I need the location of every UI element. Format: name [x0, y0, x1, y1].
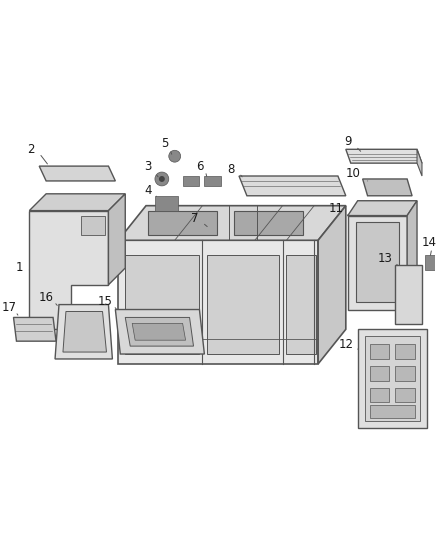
Polygon shape	[125, 255, 199, 354]
Polygon shape	[81, 215, 106, 236]
Text: 8: 8	[227, 163, 235, 175]
Polygon shape	[395, 366, 415, 381]
Polygon shape	[364, 336, 420, 421]
Text: 2: 2	[28, 143, 35, 156]
Polygon shape	[370, 344, 389, 359]
Text: 16: 16	[39, 291, 53, 304]
Text: 17: 17	[2, 301, 17, 314]
Polygon shape	[417, 149, 422, 176]
Text: 1: 1	[16, 262, 23, 274]
Circle shape	[169, 150, 180, 162]
Polygon shape	[358, 329, 427, 428]
Polygon shape	[118, 240, 318, 364]
Polygon shape	[348, 201, 417, 215]
Polygon shape	[118, 206, 346, 240]
Polygon shape	[407, 201, 417, 310]
Text: 4: 4	[144, 184, 152, 197]
Polygon shape	[63, 311, 106, 352]
Polygon shape	[14, 318, 56, 341]
Text: 5: 5	[161, 137, 169, 150]
Polygon shape	[39, 166, 115, 181]
Polygon shape	[239, 176, 346, 196]
Polygon shape	[109, 194, 125, 285]
Polygon shape	[370, 406, 415, 418]
Text: 13: 13	[378, 252, 393, 264]
Text: 7: 7	[191, 212, 198, 225]
Circle shape	[155, 172, 169, 186]
Polygon shape	[370, 366, 389, 381]
Polygon shape	[363, 179, 412, 196]
Polygon shape	[155, 196, 178, 211]
Polygon shape	[395, 265, 422, 325]
Circle shape	[159, 176, 165, 182]
Polygon shape	[148, 211, 217, 236]
Polygon shape	[356, 222, 399, 302]
Polygon shape	[425, 255, 435, 270]
Polygon shape	[370, 387, 389, 402]
Polygon shape	[183, 176, 199, 186]
Polygon shape	[348, 215, 407, 310]
Polygon shape	[318, 206, 346, 364]
Polygon shape	[395, 387, 415, 402]
Text: 6: 6	[196, 159, 203, 173]
Circle shape	[371, 183, 379, 191]
Polygon shape	[395, 344, 415, 359]
Text: 12: 12	[338, 337, 353, 351]
Polygon shape	[29, 211, 109, 329]
Polygon shape	[55, 304, 113, 359]
Polygon shape	[286, 255, 316, 354]
Text: 9: 9	[344, 135, 352, 148]
Text: 11: 11	[328, 202, 343, 215]
Text: 14: 14	[421, 236, 436, 249]
Polygon shape	[29, 194, 125, 211]
Polygon shape	[346, 149, 422, 163]
Polygon shape	[207, 255, 279, 354]
Circle shape	[66, 252, 72, 258]
Circle shape	[389, 183, 396, 191]
Polygon shape	[234, 211, 303, 236]
Text: 15: 15	[98, 295, 113, 308]
Polygon shape	[205, 176, 221, 186]
Polygon shape	[115, 310, 205, 354]
Polygon shape	[132, 324, 186, 340]
Text: 10: 10	[345, 166, 360, 180]
Polygon shape	[125, 318, 194, 346]
Text: 3: 3	[145, 159, 152, 173]
